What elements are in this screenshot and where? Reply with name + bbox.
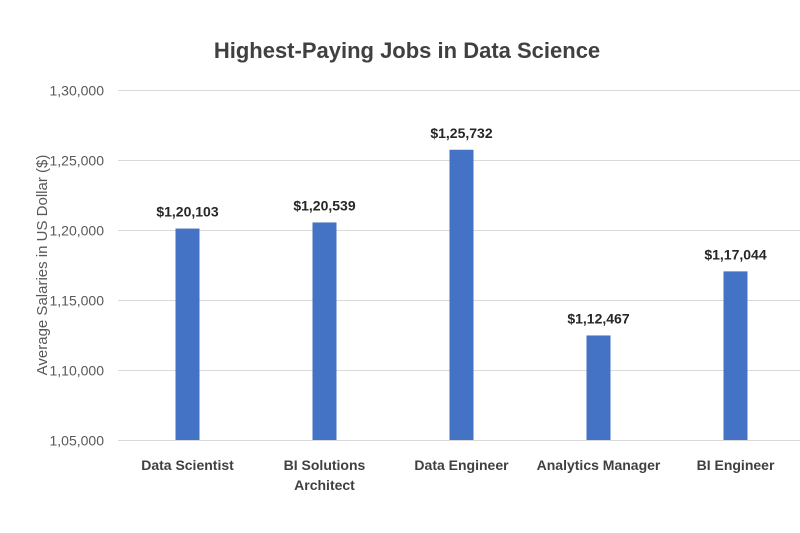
y-axis-label: Average Salaries in US Dollar ($) [34,155,51,376]
x-tick-label: Data Scientist [141,457,234,473]
data-label: $1,25,732 [430,125,492,141]
bar [175,228,200,440]
bar [723,271,748,440]
y-tick-label: 1,15,000 [50,293,105,309]
y-tick-label: 1,05,000 [50,433,105,449]
data-label: $1,17,044 [704,246,766,262]
bar [586,335,611,440]
x-tick-label: Data Engineer [414,457,509,473]
data-label: $1,20,539 [293,197,355,213]
bar [312,222,337,440]
x-tick-label: Analytics Manager [537,457,661,473]
data-labels: $1,20,103 $1,20,539 $1,25,732 $1,12,467 $1,1… [156,125,766,327]
y-tick-label: 1,25,000 [50,153,105,169]
data-label: $1,12,467 [567,310,629,326]
bars [175,149,748,440]
y-tick-label: 1,20,000 [50,223,105,239]
y-tick-label: 1,30,000 [50,83,105,99]
x-tick-label: BI Engineer [697,457,775,473]
y-axis-ticks: 1,05,000 1,10,000 1,15,000 1,20,000 1,25,000… [50,83,105,449]
x-tick-label: BI Solutions Architect [284,457,366,493]
data-label: $1,20,103 [156,204,218,220]
x-axis-ticks: Data Scientist BI Solutions Architect Data … [141,457,775,493]
bar [449,149,474,440]
y-tick-label: 1,10,000 [50,363,105,379]
chart-title: Highest-Paying Jobs in Data Science [214,38,600,63]
